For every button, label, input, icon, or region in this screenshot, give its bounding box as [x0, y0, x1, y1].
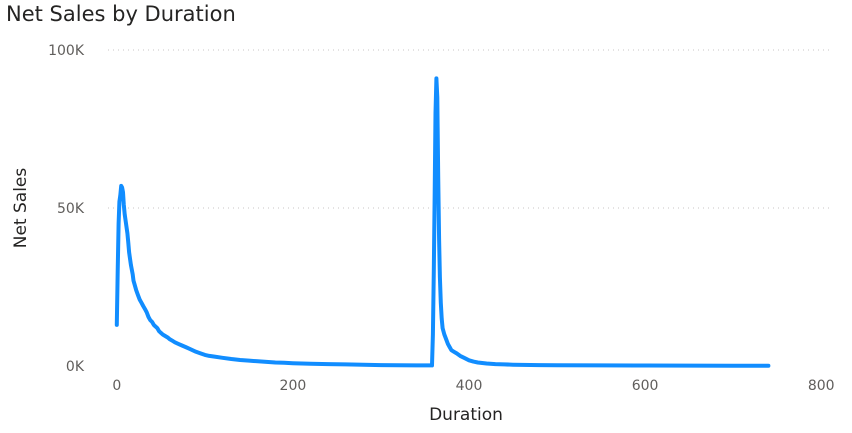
x-tick-label: 800: [808, 378, 835, 394]
x-tick-label: 200: [280, 378, 307, 394]
y-axis-title: Net Sales: [11, 168, 31, 249]
x-axis-title: Duration: [429, 405, 503, 425]
y-tick-label: 50K: [57, 201, 85, 217]
x-tick-label: 400: [456, 378, 483, 394]
x-tick-label: 0: [112, 378, 121, 394]
x-tick-label: 600: [632, 378, 659, 394]
gridlines: [108, 49, 830, 209]
series-line-net-sales: [114, 76, 771, 368]
y-axis-ticks: 0K 50K 100K: [48, 43, 85, 375]
chart-title: Net Sales by Duration: [6, 2, 236, 26]
y-tick-label: 100K: [48, 43, 85, 59]
y-tick-label: 0K: [66, 359, 85, 375]
x-axis-ticks: 0 200 400 600 800: [112, 378, 834, 394]
